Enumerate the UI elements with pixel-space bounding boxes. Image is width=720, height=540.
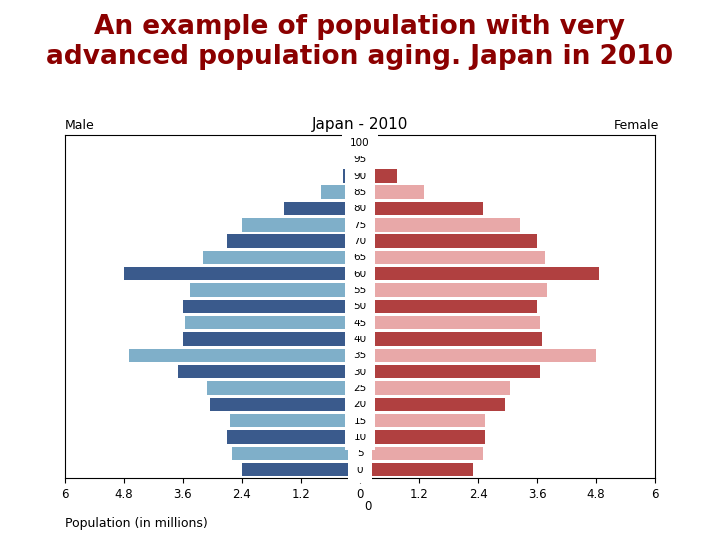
Text: 10: 10	[354, 432, 366, 442]
Bar	[360, 284, 547, 297]
Bar	[360, 185, 424, 199]
Text: 65: 65	[354, 253, 366, 262]
Text: 90: 90	[354, 171, 366, 181]
Text: 100: 100	[350, 138, 370, 148]
Bar	[360, 251, 544, 264]
Text: 30: 30	[354, 367, 366, 377]
Bar	[360, 333, 542, 346]
Text: Male: Male	[65, 119, 94, 132]
Bar	[207, 381, 360, 395]
Text: 20: 20	[354, 400, 366, 409]
Text: An example of population with very
advanced population aging. Japan in 2010: An example of population with very advan…	[46, 14, 674, 71]
Bar	[360, 463, 473, 476]
Text: 5: 5	[356, 448, 364, 458]
Bar	[228, 430, 360, 444]
Bar	[124, 267, 360, 280]
Bar	[242, 218, 360, 232]
Bar	[284, 202, 360, 215]
Bar	[360, 202, 483, 215]
Bar	[202, 251, 360, 264]
Bar	[228, 234, 360, 248]
Bar	[129, 349, 360, 362]
Text: 80: 80	[354, 204, 366, 213]
Text: 50: 50	[354, 301, 366, 312]
Text: 75: 75	[354, 220, 366, 230]
Title: Japan - 2010: Japan - 2010	[312, 117, 408, 132]
Bar	[360, 414, 485, 428]
Bar	[360, 430, 485, 444]
Bar	[360, 153, 370, 166]
Text: 0: 0	[356, 465, 364, 475]
Bar	[210, 398, 360, 411]
Text: 0: 0	[364, 500, 372, 513]
Bar	[360, 300, 537, 313]
Bar	[178, 365, 360, 379]
Bar	[356, 153, 360, 166]
Bar	[360, 349, 596, 362]
Bar	[343, 169, 360, 183]
Text: Population (in millions): Population (in millions)	[65, 517, 207, 530]
Bar	[185, 316, 360, 329]
Bar	[183, 333, 360, 346]
Bar	[360, 381, 510, 395]
Bar	[183, 300, 360, 313]
Text: 60: 60	[354, 269, 366, 279]
Text: 25: 25	[354, 383, 366, 393]
Text: 35: 35	[354, 350, 366, 360]
Bar	[360, 365, 539, 379]
Bar	[360, 234, 537, 248]
Text: 95: 95	[354, 154, 366, 165]
Text: 40: 40	[354, 334, 366, 344]
Bar	[242, 463, 360, 476]
Text: Female: Female	[613, 119, 659, 132]
Bar	[360, 218, 520, 232]
Text: 15: 15	[354, 416, 366, 426]
Bar	[360, 316, 539, 329]
Bar	[360, 398, 505, 411]
Bar	[360, 169, 397, 183]
Bar	[360, 267, 598, 280]
Text: 85: 85	[354, 187, 366, 197]
Text: 55: 55	[354, 285, 366, 295]
Bar	[320, 185, 360, 199]
Bar	[360, 137, 361, 150]
Bar	[360, 447, 483, 460]
Text: 70: 70	[354, 236, 366, 246]
Text: 45: 45	[354, 318, 366, 328]
Bar	[230, 414, 360, 428]
Bar	[190, 284, 360, 297]
Bar	[232, 447, 360, 460]
